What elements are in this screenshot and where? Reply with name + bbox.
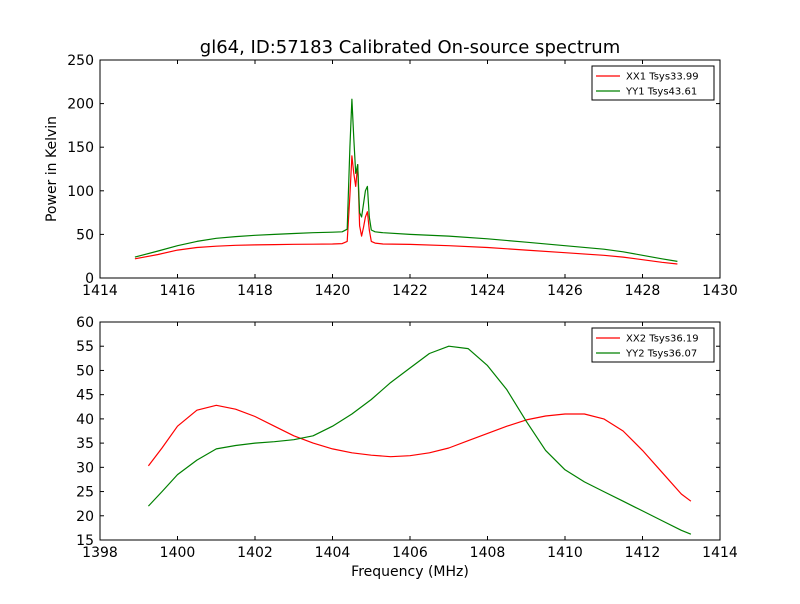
bottom-xtick-label: 1400 bbox=[160, 545, 196, 561]
bottom-ytick-label: 25 bbox=[76, 485, 94, 501]
top-ylabel: Power in Kelvin bbox=[44, 116, 60, 222]
bottom-ytick-label: 40 bbox=[76, 412, 94, 428]
top-legend: XX1 Tsys33.99 YY1 Tsys43.61 bbox=[591, 65, 715, 101]
top-xtick-label: 1428 bbox=[625, 283, 661, 299]
bottom-xtick-label: 1414 bbox=[702, 545, 738, 561]
top-xtick-label: 1422 bbox=[392, 283, 428, 299]
top-xtick-label: 1414 bbox=[82, 283, 118, 299]
bottom-ytick-label: 50 bbox=[76, 363, 94, 379]
bottom-xtick-label: 1406 bbox=[392, 545, 428, 561]
bottom-ytick-label: 60 bbox=[76, 315, 94, 331]
bottom-legend-entry: XX2 Tsys36.19 bbox=[626, 334, 699, 345]
top-ytick-label: 200 bbox=[67, 97, 94, 113]
bottom-legend-entry: YY2 Tsys36.07 bbox=[625, 349, 697, 360]
bottom-ytick-label: 35 bbox=[76, 436, 94, 452]
bottom-legend-box bbox=[591, 327, 715, 363]
bottom-xtick-label: 1412 bbox=[625, 545, 661, 561]
top-xtick-label: 1420 bbox=[315, 283, 351, 299]
top-series-line-xx bbox=[134, 155, 678, 265]
bottom-xtick-label: 1402 bbox=[237, 545, 273, 561]
top-ytick-label: 250 bbox=[67, 53, 94, 69]
top-ytick-label: 50 bbox=[76, 227, 94, 243]
bottom-series-line-yy bbox=[147, 345, 692, 535]
bottom-ytick-label: 45 bbox=[76, 388, 94, 404]
bottom-xlabel: Frequency (MHz) bbox=[351, 564, 469, 580]
bottom-xtick-label: 1404 bbox=[315, 545, 351, 561]
bottom-series-line-xx bbox=[147, 404, 692, 502]
top-xtick-label: 1424 bbox=[470, 283, 506, 299]
top-xtick-label: 1418 bbox=[237, 283, 273, 299]
bottom-ytick-label: 15 bbox=[76, 533, 94, 549]
top-ytick-label: 150 bbox=[67, 140, 94, 156]
top-xtick-label: 1430 bbox=[702, 283, 738, 299]
bottom-legend: XX2 Tsys36.19 YY2 Tsys36.07 bbox=[591, 327, 715, 363]
top-xtick-label: 1426 bbox=[547, 283, 583, 299]
top-legend-box bbox=[591, 65, 715, 101]
top-legend-entry: YY1 Tsys43.61 bbox=[625, 87, 697, 98]
bottom-xtick-label: 1408 bbox=[470, 545, 506, 561]
bottom-xtick-label: 1410 bbox=[547, 545, 583, 561]
bottom-ytick-label: 55 bbox=[76, 339, 94, 355]
top-xtick-label: 1416 bbox=[160, 283, 196, 299]
bottom-ytick-label: 20 bbox=[76, 509, 94, 525]
top-legend-entry: XX1 Tsys33.99 bbox=[626, 72, 699, 83]
top-series-line-yy bbox=[134, 98, 678, 262]
chart-title: gl64, ID:57183 Calibrated On-source spec… bbox=[200, 37, 620, 58]
bottom-ytick-label: 30 bbox=[76, 460, 94, 476]
top-ytick-label: 0 bbox=[85, 271, 94, 287]
bottom-xtick-label: 1398 bbox=[82, 545, 118, 561]
top-ytick-label: 100 bbox=[67, 184, 94, 200]
bottom-plot-panel: 1398 1400 1402 1404 1406 1408 1410 1412 1414 15 20… bbox=[76, 315, 738, 561]
top-plot-panel: 1414 1416 1418 1420 1422 1424 1426 1428 1430 0 50 1… bbox=[67, 53, 738, 299]
